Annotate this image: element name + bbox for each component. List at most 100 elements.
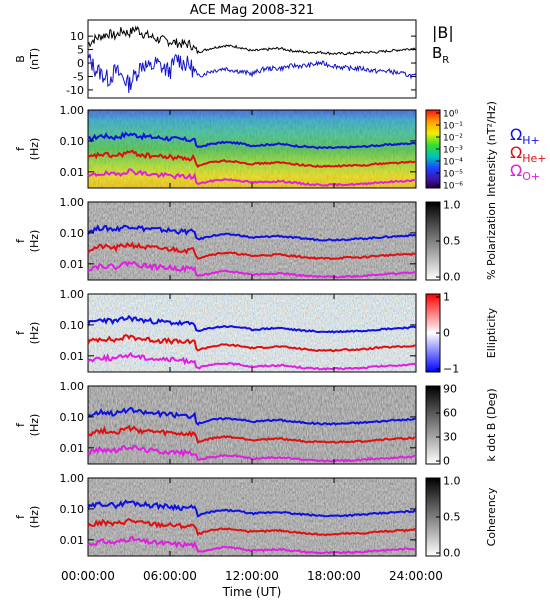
freq-tick-label: 1.00: [60, 104, 85, 117]
colorbar-tick-label: 10⁻⁶: [443, 182, 463, 192]
x-tick-label: 00:00:00: [61, 569, 115, 583]
gyro-line-H: [87, 406, 417, 426]
x-tick-label: 24:00:00: [389, 569, 443, 583]
gyro-line-O: [87, 168, 417, 187]
spectral-panel: 1.00 0.10 0.01 f (Hz) 1.0 0.5 0.0 % Polarization: [14, 196, 498, 284]
spectral-panel: 1.00 0.10 0.01 f (Hz) 1.0 0.5 0.0 Coherency: [14, 472, 498, 560]
field-y-tick-label: -10: [66, 84, 84, 97]
freq-tick-label: 0.01: [60, 534, 85, 547]
gyro-line-O: [87, 535, 417, 555]
colorbar-label: Intensity (nT²/Hz): [485, 101, 498, 197]
gyro-line-O: [87, 260, 417, 279]
gyro-line-He: [87, 241, 417, 261]
freq-y-unit: (Hz): [28, 414, 41, 437]
gyro-line-He: [87, 518, 417, 537]
freq-y-label: f: [14, 330, 27, 335]
colorbar-tick-label: 1.0: [443, 199, 461, 212]
freq-tick-label: 0.10: [60, 411, 85, 424]
colorbar-tick-label: 0.5: [443, 235, 461, 248]
colorbar-tick-label: 1.0: [443, 475, 461, 488]
gyro-line-H: [87, 224, 417, 242]
gyro-legend-he: ΩHe+: [510, 143, 547, 165]
field-plot-frame: [87, 19, 417, 99]
field-y-tick-label: 0: [77, 57, 84, 70]
field-legend: |B| BR: [432, 23, 454, 66]
colorbar-tick-label: 10⁻³: [443, 146, 463, 156]
colorbar-tick-label: 10⁰: [443, 110, 458, 120]
spectral-panels: 1.000.100.01f (Hz)10⁰10⁻¹10⁻²10⁻³10⁻⁴10⁻⁵…: [14, 101, 498, 559]
panel-texture: [88, 386, 416, 464]
gyro-line-O: [87, 351, 417, 371]
panel-texture: [88, 478, 416, 556]
freq-y-unit: (Hz): [28, 138, 41, 161]
colorbar-tick-label: 0.5: [443, 511, 461, 524]
spectral-panel: 1.00 0.10 0.01 f (Hz) 10⁰ 10⁻¹ 10⁻² 10⁻³ 10⁻⁴ 10⁻⁵…: [14, 101, 498, 197]
freq-y-label: f: [14, 514, 27, 519]
x-tick-label: 18:00:00: [307, 569, 361, 583]
gyro-legend-h: ΩH+: [510, 125, 540, 147]
freq-tick-label: 1.00: [60, 288, 85, 301]
gyro-line-H: [87, 499, 417, 518]
series-br: [87, 53, 417, 94]
field-y-unit: (nT): [28, 48, 41, 70]
gyro-line-He: [87, 149, 417, 169]
colorbar-tick-label: 90: [443, 383, 457, 396]
colorbar-tick-label: 10⁻⁴: [443, 158, 463, 168]
freq-y-unit: (Hz): [28, 506, 41, 529]
colorbar-label: % Polarization: [485, 202, 498, 280]
freq-tick-label: 0.10: [60, 319, 85, 332]
freq-tick-label: 0.01: [60, 166, 85, 179]
gyro-line-H: [87, 131, 417, 150]
x-tick-label: 06:00:00: [143, 569, 197, 583]
freq-y-label: f: [14, 422, 27, 427]
freq-y-unit: (Hz): [28, 322, 41, 345]
freq-tick-label: 0.01: [60, 258, 85, 271]
freq-tick-label: 0.01: [60, 350, 85, 363]
freq-y-unit: (Hz): [28, 230, 41, 253]
gyro-line-He: [87, 424, 417, 444]
freq-tick-label: 0.10: [60, 135, 85, 148]
gyro-legend-o: ΩO+: [510, 161, 540, 183]
gyro-line-He: [87, 334, 416, 353]
colorbar: [425, 385, 441, 465]
freq-tick-label: 1.00: [60, 380, 85, 393]
colorbar-tick-label: 60: [443, 407, 457, 420]
field-y-tick-label: 10: [70, 30, 84, 43]
field-y-tick-label: -5: [73, 70, 84, 83]
freq-tick-label: 1.00: [60, 196, 85, 209]
colorbar-tick-label: 1: [443, 291, 450, 304]
freq-tick-label: 0.10: [60, 227, 85, 240]
colorbar-tick-label: 30: [443, 431, 457, 444]
colorbar-tick-label: 0.0: [443, 271, 461, 284]
freq-y-label: f: [14, 146, 27, 151]
panel-texture: [88, 294, 416, 372]
colorbar-label: k dot B (Deg): [485, 388, 498, 461]
freq-tick-label: 0.01: [60, 442, 85, 455]
colorbar-tick-label: 10⁻¹: [443, 122, 463, 132]
x-axis: 00:00:00 06:00:00 12:00:00 18:00:00 24:0…: [61, 569, 443, 599]
freq-y-label: f: [14, 238, 27, 243]
panel-texture: [88, 110, 416, 188]
freq-tick-label: 1.00: [60, 472, 85, 485]
series-btotal: [87, 25, 417, 56]
spectral-panel: 1.00 0.10 0.01 f (Hz) 1 0 −1 Ellipticity: [14, 288, 498, 376]
gyro-legend: ΩH+ ΩHe+ ΩO+: [510, 125, 547, 183]
colorbar-tick-label: 0.0: [443, 547, 461, 560]
panel-texture: [88, 202, 416, 280]
colorbar-label: Coherency: [485, 487, 498, 546]
colorbar-tick-label: 0: [443, 327, 450, 340]
gyro-line-H: [87, 314, 417, 334]
legend-br: BR: [432, 44, 449, 66]
colorbar-label: Ellipticity: [485, 307, 498, 358]
field-y-label: B: [14, 55, 27, 63]
x-axis-label: Time (UT): [222, 585, 282, 599]
chart-title: ACE Mag 2008-321: [190, 3, 314, 18]
x-tick-label: 12:00:00: [225, 569, 279, 583]
colorbar-tick-label: −1: [443, 363, 459, 376]
colorbar-tick-label: 10⁻⁵: [443, 170, 463, 180]
spectral-panel: 1.00 0.10 0.01 f (Hz) 90 60 30 0 k dot B (Deg): [14, 380, 498, 468]
colorbar-tick-label: 0: [443, 455, 450, 468]
freq-tick-label: 0.10: [60, 503, 85, 516]
